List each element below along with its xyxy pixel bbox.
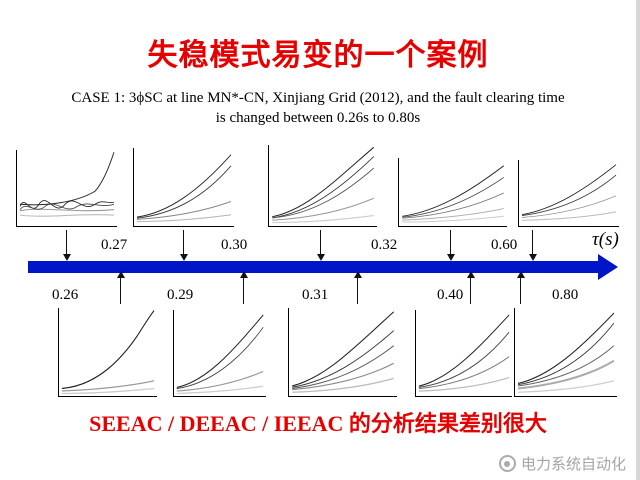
down-arrow — [446, 230, 455, 261]
up-arrow — [116, 271, 125, 304]
swing-plot-top-5 — [518, 160, 619, 227]
swing-plot-bottom-3 — [288, 308, 397, 397]
conclusion-text: SEEAC / DEEAC / IEEAC 的分析结果差别很大 — [89, 411, 547, 436]
timeline-tick-label: 0.31 — [302, 287, 329, 303]
swing-plot-bottom-5 — [514, 308, 617, 397]
timeline-tick-label: 0.26 — [52, 287, 79, 303]
journal-logo-icon — [498, 455, 516, 472]
case-description-line2: is changed between 0.26s to 0.80s — [215, 110, 421, 126]
down-arrow — [316, 230, 325, 261]
timeline-tick-label: 0.29 — [167, 287, 194, 303]
timeline-tick-label: 0.80 — [552, 287, 579, 303]
timeline-tick-label: 0.40 — [437, 287, 464, 303]
watermark-text: 电力系统自动化 — [520, 456, 626, 473]
slide-title: 失稳模式易变的一个案例 — [147, 39, 489, 72]
watermark: 电力系统自动化 — [498, 453, 626, 474]
timeline-tick-label: 0.60 — [491, 237, 518, 253]
timeline-tick-label: 0.30 — [221, 237, 248, 253]
swing-plot-top-2 — [133, 148, 234, 227]
down-arrow — [528, 230, 537, 261]
up-arrow — [466, 271, 475, 304]
swing-plot-top-3 — [268, 145, 377, 227]
up-arrow — [516, 271, 525, 304]
up-arrow — [353, 271, 362, 304]
swing-plot-top-4 — [398, 158, 507, 227]
case-description-line1: CASE 1: 3ϕSC at line MN*-CN, Xinjiang Gr… — [71, 90, 565, 106]
time-axis-label: τ(s) — [592, 229, 619, 250]
timeline-axis-bar — [28, 261, 602, 273]
timeline-tick-label: 0.27 — [101, 237, 128, 253]
up-arrow — [239, 271, 248, 304]
swing-plot-bottom-1 — [58, 308, 157, 397]
down-arrow — [62, 230, 71, 261]
timeline-tick-label: 0.32 — [371, 237, 398, 253]
down-arrow — [179, 230, 188, 261]
timeline-arrowhead-icon — [598, 254, 618, 280]
swing-plot-bottom-4 — [415, 310, 512, 397]
swing-plot-bottom-2 — [173, 310, 266, 397]
swing-plot-top-1 — [16, 150, 117, 227]
